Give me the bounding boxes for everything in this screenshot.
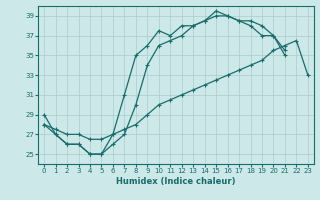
X-axis label: Humidex (Indice chaleur): Humidex (Indice chaleur) xyxy=(116,177,236,186)
